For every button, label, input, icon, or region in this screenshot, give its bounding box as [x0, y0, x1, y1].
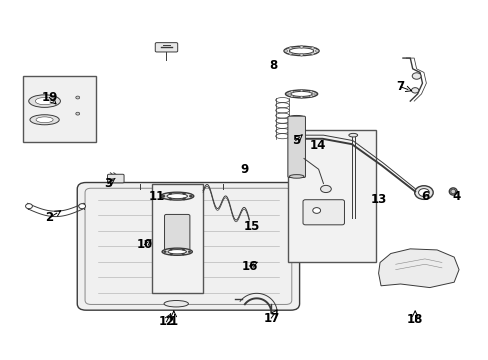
Ellipse shape [167, 249, 186, 254]
Text: 9: 9 [240, 163, 248, 176]
Text: 1: 1 [169, 315, 178, 328]
Ellipse shape [300, 96, 303, 98]
Text: 16: 16 [241, 260, 257, 273]
Ellipse shape [418, 189, 428, 197]
Ellipse shape [189, 195, 192, 197]
Ellipse shape [163, 301, 188, 307]
Ellipse shape [309, 91, 312, 93]
Text: 12: 12 [158, 315, 174, 328]
Ellipse shape [285, 90, 317, 98]
FancyBboxPatch shape [155, 42, 177, 52]
Ellipse shape [25, 204, 32, 209]
FancyBboxPatch shape [77, 183, 299, 310]
Ellipse shape [289, 116, 304, 119]
FancyBboxPatch shape [287, 116, 305, 177]
Ellipse shape [182, 253, 184, 255]
Text: 17: 17 [263, 311, 279, 325]
Ellipse shape [288, 47, 292, 49]
Text: 15: 15 [243, 220, 260, 233]
Ellipse shape [163, 251, 166, 253]
Ellipse shape [35, 98, 54, 105]
Text: 18: 18 [406, 313, 423, 327]
Text: 14: 14 [309, 139, 325, 152]
Ellipse shape [411, 87, 418, 93]
Text: 4: 4 [451, 190, 460, 203]
FancyBboxPatch shape [303, 200, 344, 225]
Text: 3: 3 [103, 177, 112, 190]
Text: 5: 5 [291, 134, 299, 147]
Bar [288, 130, 375, 262]
Ellipse shape [286, 93, 289, 95]
Ellipse shape [168, 198, 171, 200]
Ellipse shape [284, 46, 319, 55]
Text: 11: 11 [148, 190, 164, 203]
Ellipse shape [414, 186, 432, 199]
Bar [22, 76, 96, 142]
Ellipse shape [182, 248, 184, 250]
Text: 7: 7 [396, 80, 404, 93]
Ellipse shape [169, 253, 172, 255]
Text: 2: 2 [45, 211, 53, 224]
Ellipse shape [79, 204, 85, 209]
Ellipse shape [30, 115, 59, 125]
Ellipse shape [182, 198, 185, 200]
Ellipse shape [450, 189, 455, 194]
Ellipse shape [310, 47, 314, 49]
Text: 8: 8 [269, 59, 277, 72]
Bar [152, 184, 203, 293]
Ellipse shape [313, 93, 316, 95]
FancyBboxPatch shape [164, 215, 189, 253]
Ellipse shape [76, 96, 80, 99]
Text: 6: 6 [420, 190, 428, 203]
Ellipse shape [290, 91, 312, 96]
Ellipse shape [29, 95, 61, 107]
Ellipse shape [312, 208, 320, 213]
Ellipse shape [166, 194, 187, 199]
Ellipse shape [290, 91, 293, 93]
Ellipse shape [162, 248, 192, 255]
Ellipse shape [309, 95, 312, 97]
Ellipse shape [290, 95, 293, 97]
Ellipse shape [448, 188, 456, 195]
Ellipse shape [411, 73, 420, 79]
Ellipse shape [284, 50, 287, 52]
Ellipse shape [162, 195, 164, 197]
Text: 10: 10 [136, 238, 152, 251]
Ellipse shape [320, 185, 330, 193]
Ellipse shape [310, 53, 314, 55]
Text: 13: 13 [370, 193, 386, 206]
Ellipse shape [169, 248, 172, 250]
Ellipse shape [76, 112, 80, 115]
Ellipse shape [289, 48, 313, 54]
Ellipse shape [168, 192, 171, 194]
Ellipse shape [289, 175, 304, 178]
Ellipse shape [182, 192, 185, 194]
Ellipse shape [36, 117, 53, 123]
Ellipse shape [188, 251, 190, 253]
Ellipse shape [300, 90, 303, 92]
Text: 19: 19 [41, 91, 58, 104]
Ellipse shape [315, 50, 318, 52]
Polygon shape [378, 249, 458, 288]
Ellipse shape [288, 53, 292, 55]
Ellipse shape [348, 134, 357, 137]
Ellipse shape [299, 46, 303, 48]
Ellipse shape [299, 54, 303, 56]
FancyBboxPatch shape [107, 174, 124, 183]
Ellipse shape [160, 192, 193, 200]
